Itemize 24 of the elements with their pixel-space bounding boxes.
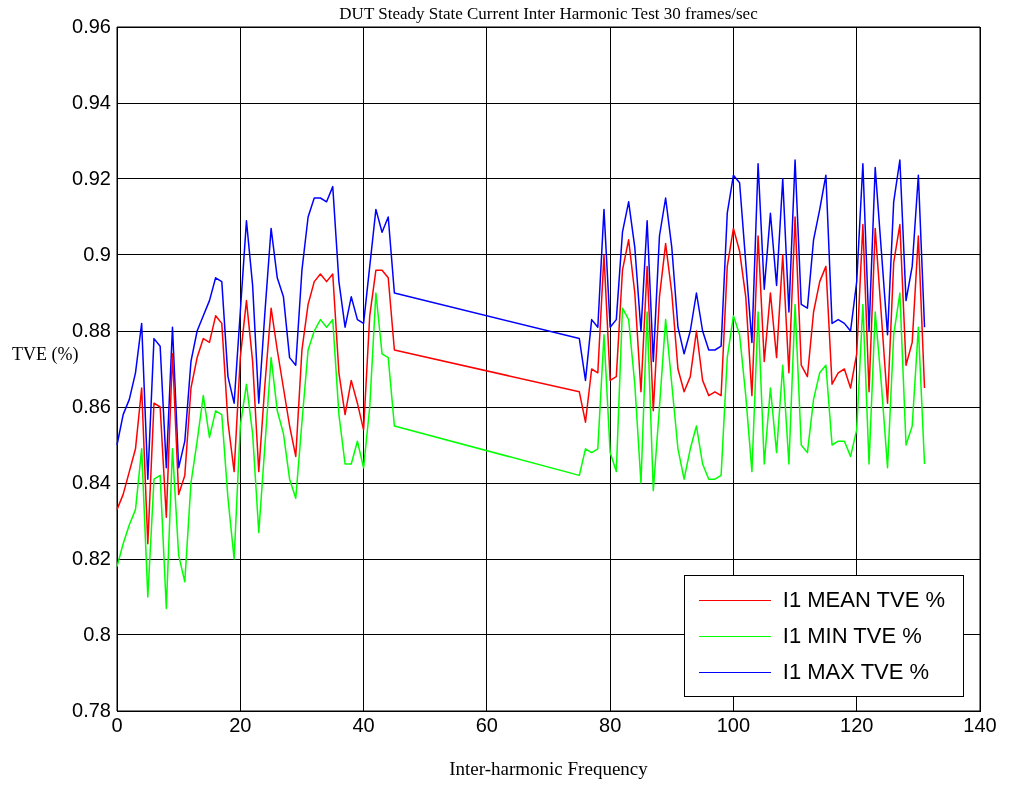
y-tick-label: 0.8 (83, 622, 111, 645)
x-tick-label: 60 (475, 713, 498, 736)
y-tick-label: 0.96 (72, 14, 111, 37)
legend-label: I1 MEAN TVE % (782, 587, 945, 613)
chart-title: DUT Steady State Current Inter Harmonic Test 30 frames/sec (338, 4, 759, 24)
legend-label: I1 MIN TVE % (782, 623, 922, 649)
y-tick-label: 0.9 (83, 242, 111, 265)
x-tick-label: 140 (963, 713, 997, 736)
y-tick-label: 0.82 (72, 546, 111, 569)
x-tick-label: 80 (599, 713, 622, 736)
y-tick-label: 0.84 (72, 470, 111, 493)
x-tick-label: 120 (840, 713, 874, 736)
y-axis-title: TVE (%) (12, 344, 79, 365)
y-tick-label: 0.78 (72, 698, 111, 721)
x-tick-label: 100 (716, 713, 751, 736)
x-tick-label: 40 (352, 713, 375, 736)
y-tick-label: 0.94 (72, 90, 111, 113)
y-tick-label: 0.92 (72, 166, 111, 189)
x-axis-title: Inter-harmonic Frequency (448, 758, 649, 780)
y-tick-label: 0.86 (72, 394, 111, 417)
legend-label: I1 MAX TVE % (782, 659, 930, 685)
x-tick-label: 20 (229, 713, 252, 736)
y-tick-label: 0.88 (72, 318, 111, 341)
x-tick-label: 0 (111, 713, 123, 736)
